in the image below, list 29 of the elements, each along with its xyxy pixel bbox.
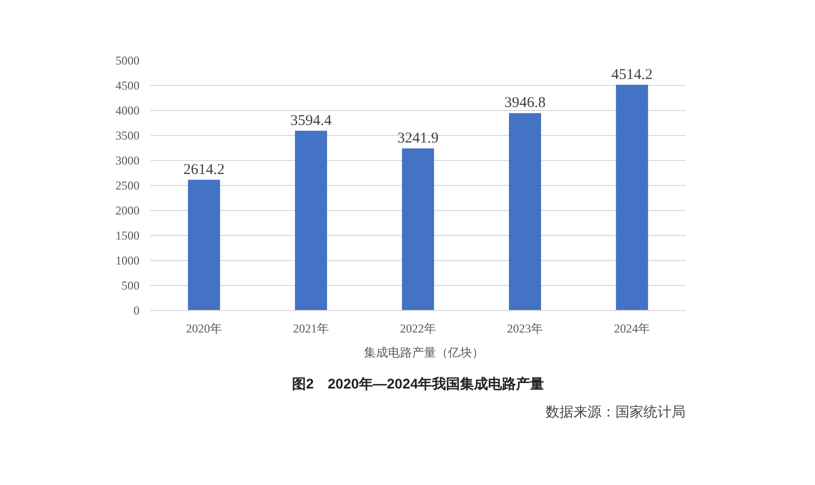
y-tick-label: 2500 <box>116 178 140 192</box>
bar <box>402 148 434 310</box>
y-tick-label: 1000 <box>116 254 140 268</box>
y-tick-label: 4000 <box>116 104 140 118</box>
data-label: 3241.9 <box>397 130 439 146</box>
y-tick-label: 500 <box>122 278 140 292</box>
data-label: 3946.8 <box>504 95 546 112</box>
y-tick-label: 5000 <box>116 54 140 68</box>
y-tick-label: 4500 <box>116 78 140 92</box>
bar <box>294 130 328 310</box>
y-tick-label: 0 <box>134 304 140 318</box>
x-tick-label: 2021年 <box>293 322 329 336</box>
bar <box>616 84 648 310</box>
data-label: 3594.4 <box>290 112 332 129</box>
data-label: 2614.2 <box>183 162 225 178</box>
source-note: 数据来源：国家统计局 <box>546 404 686 420</box>
y-tick-label: 2000 <box>116 204 140 218</box>
y-tick-label: 1500 <box>116 228 140 242</box>
x-tick-label: 2023年 <box>507 322 543 336</box>
x-tick-label: 2024年 <box>614 322 650 336</box>
x-tick-label: 2022年 <box>400 322 436 336</box>
bar <box>508 113 542 310</box>
x-tick-label: 2020年 <box>186 322 222 336</box>
bar <box>188 180 220 310</box>
text: 图2 2020年—2024年我国集成电路产量 <box>292 376 544 392</box>
data-label: 4514.2 <box>611 66 653 83</box>
y-tick-label: 3000 <box>116 154 140 168</box>
y-tick-label: 3500 <box>116 128 140 142</box>
text: 集成电路产量（亿块） <box>364 344 484 362</box>
